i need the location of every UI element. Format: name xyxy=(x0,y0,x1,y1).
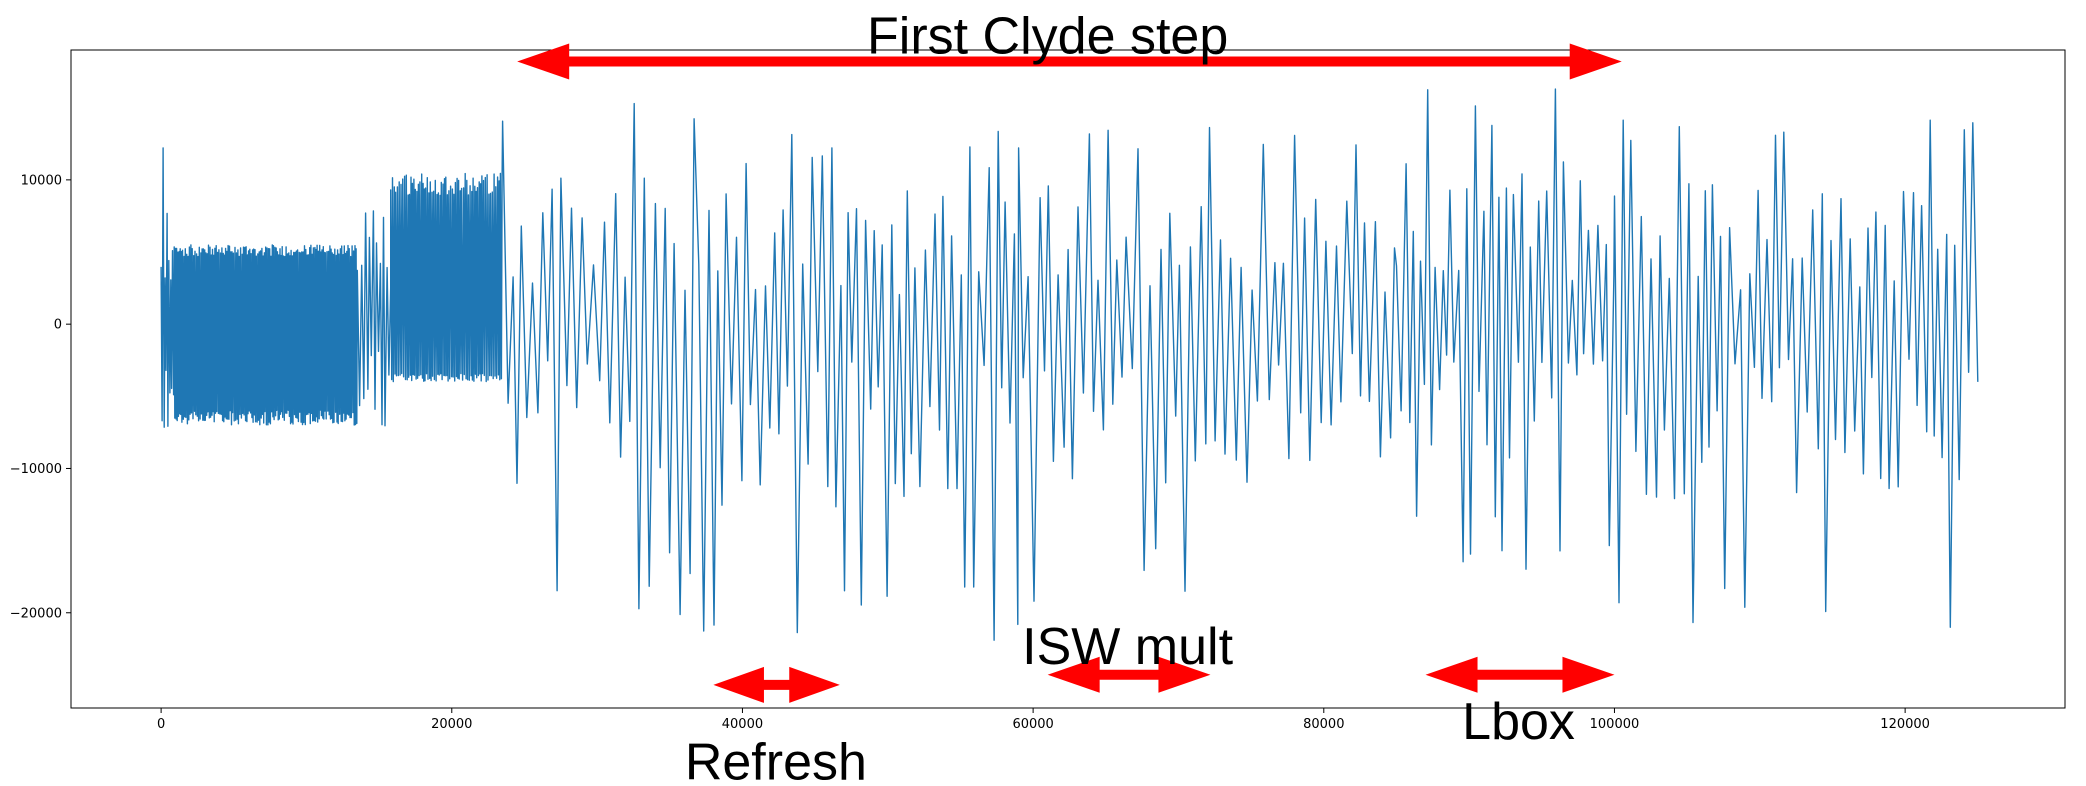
annotation-arrow-head-right xyxy=(1569,43,1622,80)
y-tick-label: 10000 xyxy=(21,173,62,188)
x-tick-label: 60000 xyxy=(1012,717,1053,732)
x-tick-label: 20000 xyxy=(431,717,472,732)
plot-frame xyxy=(70,49,2066,709)
annotation-label: First Clyde step xyxy=(867,8,1228,66)
annotation-arrow-head-left xyxy=(1047,656,1100,693)
annotation-arrow-head-left xyxy=(1425,656,1478,693)
annotation-arrow-head-right xyxy=(1158,656,1211,693)
series-line-0 xyxy=(160,88,1979,641)
annotation-arrow-head-left xyxy=(713,666,764,703)
annotation-label: Lbox xyxy=(1462,693,1575,751)
y-axis-ticks: 10000 0 −10000 −20000 xyxy=(10,173,71,621)
y-tick-label: −10000 xyxy=(10,462,62,477)
x-axis-ticks: 0 20000 40000 60000 80000 100000 120000 xyxy=(157,708,1930,732)
x-tick-label: 0 xyxy=(157,717,165,732)
annotation-label: Refresh xyxy=(685,733,867,786)
y-tick-label: −20000 xyxy=(10,606,62,621)
x-tick-label: 120000 xyxy=(1880,717,1930,732)
series-layer xyxy=(160,88,1979,641)
annotation-arrow-head-right xyxy=(1562,656,1615,693)
annotation-layer: First Clyde step Refresh ISW mult Lbox xyxy=(517,8,1622,786)
y-tick-label: 0 xyxy=(54,318,62,333)
x-tick-label: 80000 xyxy=(1303,717,1344,732)
x-tick-label: 100000 xyxy=(1590,717,1640,732)
annotation-arrow-head-left xyxy=(517,43,570,80)
x-tick-label: 40000 xyxy=(722,717,763,732)
annotation-label: ISW mult xyxy=(1022,618,1233,676)
annotation-arrow-head-right xyxy=(789,666,840,703)
